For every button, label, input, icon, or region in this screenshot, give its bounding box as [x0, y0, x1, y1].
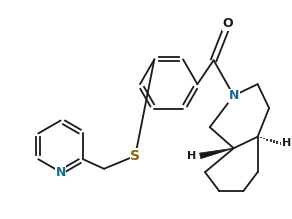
Text: N: N	[229, 89, 239, 102]
Text: O: O	[223, 18, 233, 30]
Text: S: S	[130, 149, 140, 163]
Text: H: H	[187, 151, 197, 161]
Polygon shape	[200, 148, 234, 159]
Text: H: H	[282, 138, 292, 148]
Text: N: N	[55, 166, 66, 179]
